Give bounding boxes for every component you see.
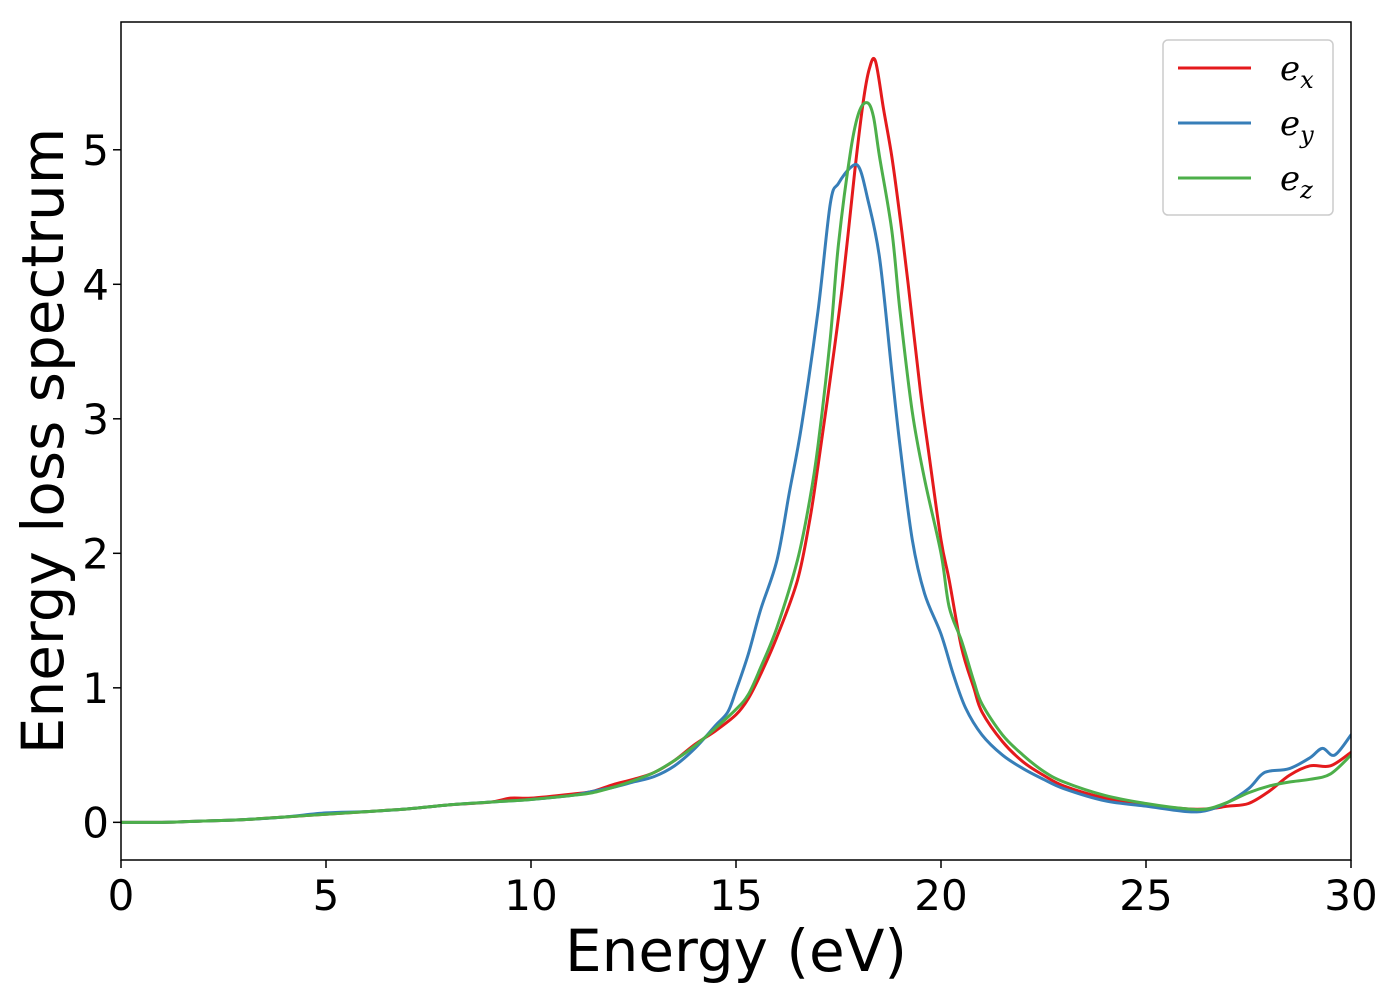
series-line-z [121,101,1351,824]
legend-label-x: ex [1280,49,1314,94]
x-tick-label: 25 [1119,871,1172,920]
legend-label-y: ey [1280,104,1314,149]
y-tick-label: 2 [82,529,109,578]
y-tick-label: 1 [82,664,109,713]
x-tick-label: 5 [313,871,340,920]
x-tick-label: 30 [1324,871,1377,920]
legend: ex ey ez [1162,39,1334,216]
y-axis-label: Energy loss spectrum [9,128,77,754]
legend-label-z: ez [1280,159,1313,204]
series-layer [121,56,1351,824]
y-tick-label: 0 [82,798,109,847]
x-tick-label: 20 [914,871,967,920]
y-tick-label: 5 [82,126,109,175]
series-line-x [121,56,1351,824]
y-tick-label: 4 [82,260,109,309]
x-axis: 0 5 10 15 20 25 30 [108,860,1378,920]
x-tick-label: 10 [504,871,557,920]
y-tick-label: 3 [82,395,109,444]
x-tick-label: 0 [108,871,135,920]
series-line-y [121,162,1351,824]
x-tick-label: 15 [709,871,762,920]
legend-box [1162,39,1334,216]
x-axis-label: Energy (eV) [565,917,907,985]
y-axis: 0 1 2 3 4 5 [82,126,121,847]
